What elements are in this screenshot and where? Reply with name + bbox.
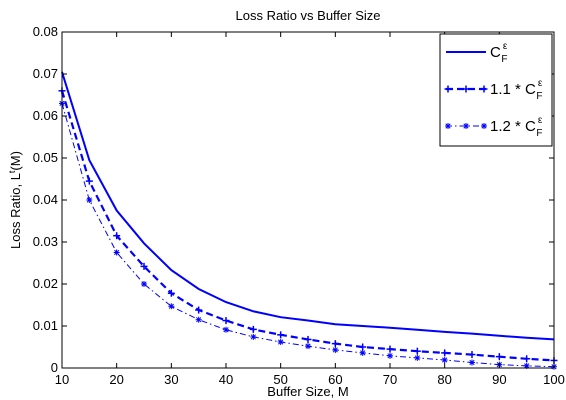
legend-base: C	[525, 81, 536, 98]
y-tick-label: 0.07	[33, 66, 58, 81]
legend-marker	[444, 85, 452, 93]
x-tick-label: 80	[437, 372, 451, 387]
data-point	[359, 343, 367, 351]
data-point	[168, 303, 175, 310]
x-tick-label: 60	[328, 372, 342, 387]
y-tick-label: 0.03	[33, 234, 58, 249]
x-tick-label: 70	[383, 372, 397, 387]
data-point	[113, 232, 121, 240]
series-line-1	[61, 71, 555, 341]
data-point	[441, 357, 448, 364]
x-tick-label: 20	[109, 372, 123, 387]
data-point	[195, 316, 202, 323]
data-point	[222, 317, 230, 325]
legend-sub: F	[536, 91, 542, 102]
legend-marker	[445, 123, 451, 129]
legend-base: C	[490, 44, 501, 61]
data-point	[359, 349, 366, 356]
ticks-layer: 10 20 30 40 50 60 70 80 90 100 0 0.01 0.02 0.03 0.04 0.…	[33, 24, 565, 387]
data-point	[167, 289, 175, 297]
data-point	[113, 249, 120, 256]
y-tick-label: 0	[51, 360, 58, 375]
data-point	[332, 346, 339, 353]
legend-base: C	[525, 118, 536, 135]
x-tick-label: 10	[55, 372, 69, 387]
data-point	[277, 331, 285, 339]
data-point	[386, 345, 394, 353]
legend-sub: F	[536, 128, 542, 139]
data-point	[414, 354, 421, 361]
legend-prefix: 1.1 *	[490, 81, 525, 98]
data-point	[469, 359, 475, 366]
legend-sub: F	[501, 54, 507, 65]
legend-marker	[463, 123, 469, 129]
x-tick-label: 40	[219, 372, 233, 387]
data-point	[85, 177, 93, 185]
legend-sup: ε	[538, 78, 543, 89]
chart-title: Loss Ratio vs Buffer Size	[236, 8, 381, 23]
data-point	[277, 338, 284, 345]
data-point	[250, 333, 257, 340]
y-tick-label: 0.01	[33, 318, 58, 333]
data-point	[305, 343, 311, 350]
y-axis-label-sup: t	[7, 170, 17, 173]
data-point	[413, 347, 421, 355]
y-axis-label: Loss Ratio, Lt(M)	[7, 151, 23, 249]
data-point	[387, 352, 393, 359]
legend-marker	[462, 85, 470, 93]
legend-sup: ε	[538, 115, 543, 126]
y-tick-label: 0.04	[33, 192, 58, 207]
y-tick-label: 0.06	[33, 108, 58, 123]
legend-marker	[480, 85, 488, 93]
legend-sup: ε	[503, 41, 508, 52]
data-point	[523, 355, 531, 363]
legend-prefix: 1.2 *	[490, 118, 525, 135]
data-point	[249, 325, 257, 333]
data-point	[495, 353, 503, 361]
x-tick-label: 100	[543, 372, 565, 387]
data-point	[140, 262, 148, 270]
y-tick-label: 0.05	[33, 150, 58, 165]
data-point	[223, 326, 229, 333]
data-point	[195, 306, 203, 314]
data-point	[86, 197, 93, 203]
x-tick-label: 50	[273, 372, 287, 387]
x-tick-label: 90	[492, 372, 506, 387]
y-axis-label-tail: (M)	[8, 151, 23, 171]
x-tick-label: 30	[164, 372, 178, 387]
y-axis-label-main: Loss Ratio, L	[8, 173, 23, 249]
data-point	[304, 335, 312, 343]
legend-marker	[481, 123, 487, 129]
y-tick-label: 0.02	[33, 276, 58, 291]
data-point	[331, 340, 339, 348]
series-layer	[58, 71, 558, 370]
data-point	[468, 351, 476, 359]
data-point	[441, 349, 449, 357]
y-tick-label: 0.08	[33, 24, 58, 39]
data-point	[141, 281, 147, 287]
x-axis-label: Buffer Size, M	[267, 384, 348, 399]
